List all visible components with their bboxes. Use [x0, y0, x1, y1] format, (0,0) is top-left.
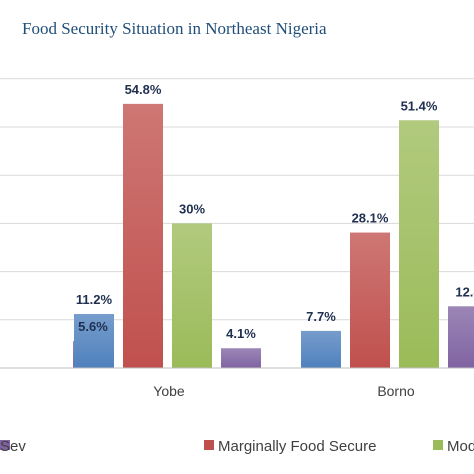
data-label: 12.8 — [455, 284, 474, 299]
category-label: Yobe — [153, 383, 185, 399]
data-label: 30% — [179, 201, 205, 216]
category-label: Borno — [377, 383, 415, 399]
data-label: 28.1% — [352, 211, 389, 226]
legend-swatch — [433, 440, 443, 450]
data-label: 5.6% — [78, 319, 108, 334]
data-label: 54.8% — [125, 82, 162, 97]
bar — [221, 348, 261, 368]
chart-title: Food Security Situation in Northeast Nig… — [22, 19, 327, 38]
data-label: 11.2% — [76, 292, 113, 307]
legend-label: Marginally Food Secure — [218, 438, 376, 455]
bar — [350, 232, 390, 368]
data-label: 51.4% — [401, 98, 438, 113]
bar — [399, 120, 439, 368]
bar — [301, 330, 341, 368]
legend-label: Sev — [0, 438, 26, 455]
bar — [123, 103, 163, 368]
legend-swatch — [204, 440, 214, 450]
bar — [74, 314, 114, 368]
data-label: 7.7% — [306, 309, 336, 324]
bar — [172, 223, 212, 368]
bar — [448, 306, 474, 368]
legend-swatch — [0, 440, 10, 450]
data-label: 4.1% — [226, 326, 256, 341]
legend-label: Moderately Food Insecure — [447, 438, 474, 455]
